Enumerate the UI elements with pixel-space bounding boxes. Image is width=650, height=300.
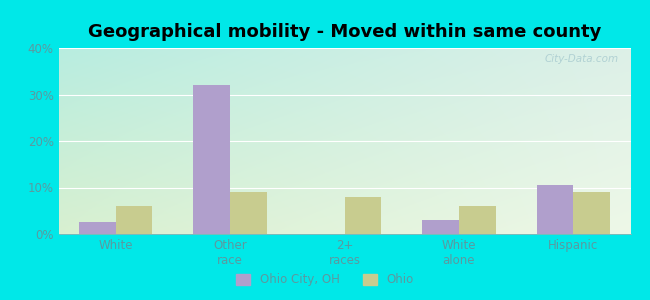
Bar xyxy=(422,220,459,234)
Legend: Ohio City, OH, Ohio: Ohio City, OH, Ohio xyxy=(231,269,419,291)
Title: Geographical mobility - Moved within same county: Geographical mobility - Moved within sam… xyxy=(88,23,601,41)
Bar xyxy=(194,85,230,234)
Bar xyxy=(116,206,152,234)
Text: City-Data.com: City-Data.com xyxy=(545,54,619,64)
Bar xyxy=(79,222,116,234)
Bar xyxy=(344,197,381,234)
Bar xyxy=(573,192,610,234)
Bar xyxy=(230,192,266,234)
Bar xyxy=(459,206,495,234)
Bar xyxy=(537,185,573,234)
